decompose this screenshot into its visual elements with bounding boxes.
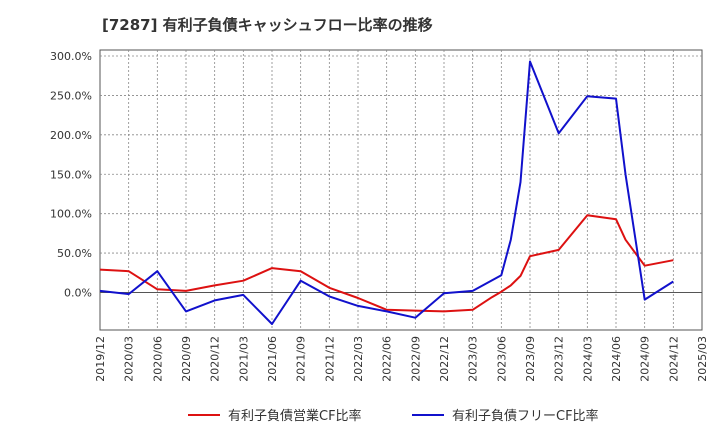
chart-title: [7287] 有利子負債キャッシュフロー比率の推移 [102,16,433,34]
x-tick-label: 2021/12 [323,336,336,382]
x-tick-label: 2020/12 [209,336,222,382]
y-tick-label: 250.0% [50,89,92,102]
x-tick-label: 2021/09 [295,336,308,382]
y-tick-label: 100.0% [50,208,92,221]
y-tick-label: 0.0% [64,287,92,300]
x-tick-label: 2022/06 [381,336,394,382]
x-tick-label: 2022/03 [352,336,365,382]
series-line-1 [99,214,674,313]
x-tick-label: 2020/03 [123,336,136,382]
x-tick-label: 2022/09 [409,336,422,382]
x-tick-label: 2024/06 [610,336,623,382]
x-tick-label: 2019/12 [94,336,107,382]
x-tick-label: 2024/09 [639,336,652,382]
x-tick-label: 2020/09 [180,336,193,382]
plot-area [99,49,703,331]
x-tick-label: 2024/03 [581,336,594,382]
y-tick-label: 150.0% [50,168,92,181]
x-tick-label: 2023/09 [524,336,537,382]
x-tick-label: 2022/12 [438,336,451,382]
x-tick-label: 2023/03 [467,336,480,382]
legend-label-1: 有利子負債営業CF比率 [228,408,362,424]
x-tick-label: 2020/06 [151,336,164,382]
x-tick-label: 2021/03 [237,336,250,382]
x-tick-label: 2025/03 [696,336,709,382]
x-tick-label: 2021/06 [266,336,279,382]
y-tick-label: 50.0% [57,247,92,260]
x-tick-label: 2024/12 [667,336,680,382]
series-line-2 [99,60,674,325]
y-tick-label: 200.0% [50,129,92,142]
legend-label-2: 有利子負債フリーCF比率 [452,408,599,424]
x-tick-label: 2023/06 [495,336,508,382]
x-tick-label: 2023/12 [553,336,566,382]
y-tick-label: 300.0% [50,50,92,63]
